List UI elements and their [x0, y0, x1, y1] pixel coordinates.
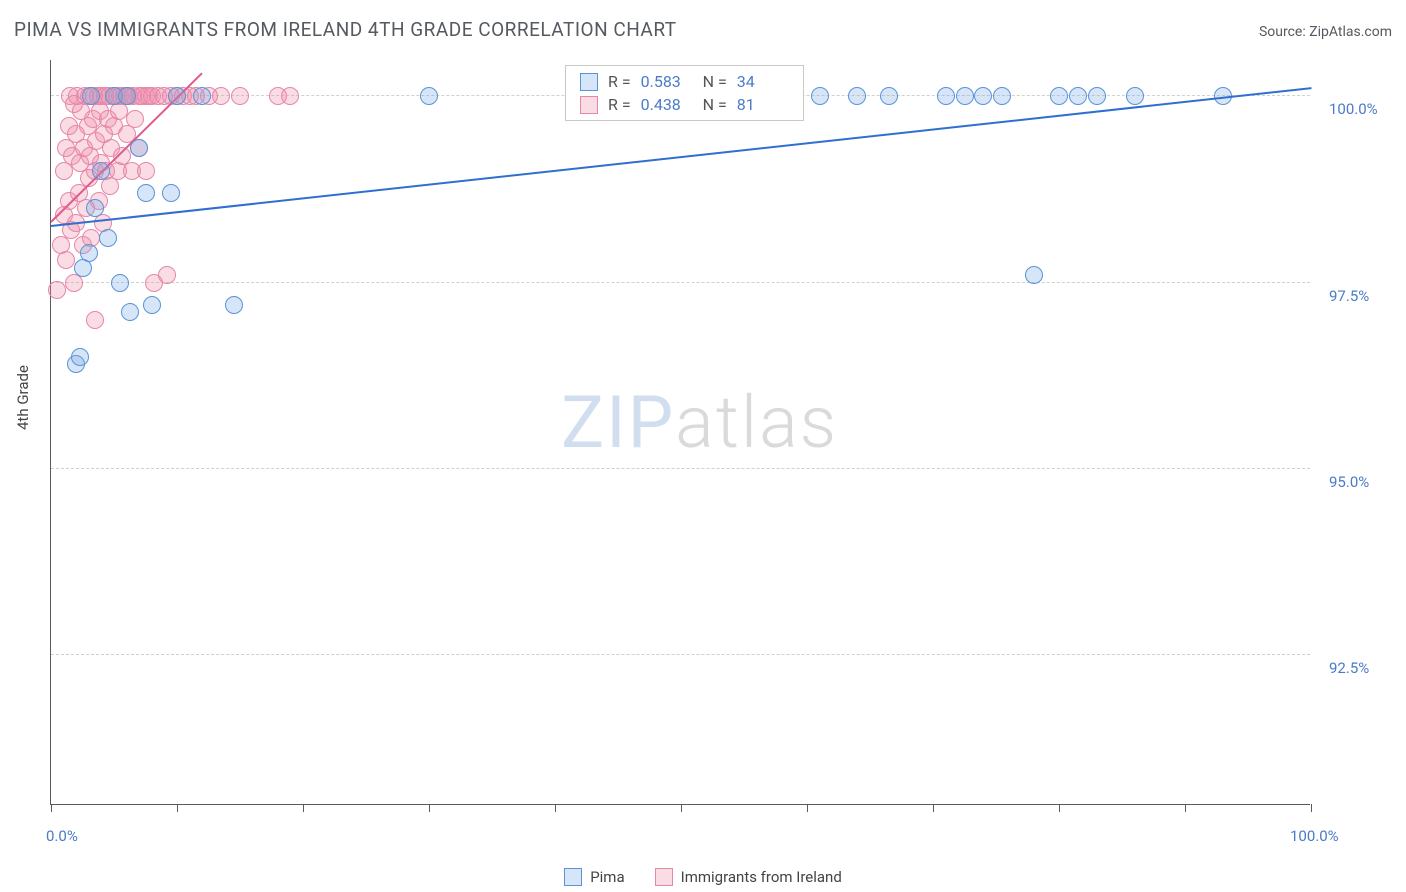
stat-n-value-ireland: 81 — [737, 95, 789, 114]
data-point-pima — [880, 87, 898, 105]
chart-container: PIMA VS IMMIGRANTS FROM IRELAND 4TH GRAD… — [0, 0, 1406, 892]
stat-n-value-pima: 34 — [737, 72, 789, 91]
watermark-atlas: atlas — [675, 380, 838, 465]
bottom-legend: Pima Immigrants from Ireland — [0, 868, 1406, 886]
x-tick — [933, 804, 934, 812]
data-point-ireland — [212, 87, 230, 105]
legend-label-pima: Pima — [590, 868, 624, 886]
data-point-ireland — [137, 162, 155, 180]
data-point-pima — [937, 87, 955, 105]
x-tick — [681, 804, 682, 812]
data-point-pima — [118, 87, 136, 105]
stat-row-ireland: R = 0.438 N = 81 — [566, 93, 803, 116]
y-tick-label: 100.0% — [1329, 100, 1378, 118]
data-point-pima — [1025, 266, 1043, 284]
data-point-pima — [848, 87, 866, 105]
x-tick — [177, 804, 178, 812]
stats-box: R = 0.583 N = 34 R = 0.438 N = 81 — [565, 65, 804, 121]
chart-title: PIMA VS IMMIGRANTS FROM IRELAND 4TH GRAD… — [14, 18, 677, 41]
data-point-ireland — [231, 87, 249, 105]
data-point-ireland — [86, 311, 104, 329]
x-tick — [1311, 804, 1312, 812]
data-point-pima — [1050, 87, 1068, 105]
data-point-pima — [993, 87, 1011, 105]
x-tick — [429, 804, 430, 812]
stat-r-value-pima: 0.583 — [641, 72, 693, 91]
data-point-pima — [1069, 87, 1087, 105]
x-tick — [1059, 804, 1060, 812]
x-tick — [303, 804, 304, 812]
y-tick-label: 97.5% — [1329, 287, 1369, 305]
data-point-ireland — [48, 281, 66, 299]
legend-label-ireland: Immigrants from Ireland — [681, 868, 842, 886]
data-point-pima — [86, 199, 104, 217]
title-bar: PIMA VS IMMIGRANTS FROM IRELAND 4TH GRAD… — [14, 18, 1392, 41]
data-point-pima — [130, 139, 148, 157]
x-min-label: 0.0% — [46, 827, 78, 845]
data-point-pima — [225, 296, 243, 314]
legend-swatch-pima — [564, 868, 582, 886]
data-point-pima — [811, 87, 829, 105]
data-point-ireland — [126, 110, 144, 128]
data-point-ireland — [281, 87, 299, 105]
stat-r-symbol: R = — [608, 72, 631, 91]
data-point-pima — [99, 229, 117, 247]
stat-row-pima: R = 0.583 N = 34 — [566, 70, 803, 93]
y-tick-label: 95.0% — [1329, 473, 1369, 491]
data-point-pima — [71, 348, 89, 366]
data-point-ireland — [57, 251, 75, 269]
legend-swatch-ireland — [655, 868, 673, 886]
data-point-pima — [168, 87, 186, 105]
stat-swatch-pima — [580, 73, 598, 91]
data-point-pima — [193, 87, 211, 105]
x-max-label: 100.0% — [1290, 827, 1339, 845]
gridline-h — [51, 282, 1310, 283]
y-axis-label: 4th Grade — [14, 365, 32, 430]
x-tick — [51, 804, 52, 812]
stat-n-symbol: N = — [703, 95, 727, 114]
legend-item-ireland: Immigrants from Ireland — [655, 868, 842, 886]
x-tick — [555, 804, 556, 812]
stat-r-value-ireland: 0.438 — [641, 95, 693, 114]
gridline-h — [51, 654, 1310, 655]
data-point-pima — [121, 303, 139, 321]
data-point-pima — [1088, 87, 1106, 105]
source-label: Source: ZipAtlas.com — [1259, 24, 1392, 40]
watermark: ZIPatlas — [561, 380, 838, 465]
y-tick-label: 92.5% — [1329, 659, 1369, 677]
gridline-h — [51, 468, 1310, 469]
data-point-pima — [162, 184, 180, 202]
data-point-pima — [137, 184, 155, 202]
data-point-pima — [92, 162, 110, 180]
data-point-pima — [956, 87, 974, 105]
data-point-pima — [420, 87, 438, 105]
stat-n-symbol: N = — [703, 72, 727, 91]
x-tick — [1185, 804, 1186, 812]
watermark-zip: ZIP — [561, 380, 675, 465]
data-point-pima — [1126, 87, 1144, 105]
data-point-pima — [82, 87, 100, 105]
data-point-pima — [974, 87, 992, 105]
stat-swatch-ireland — [580, 96, 598, 114]
legend-item-pima: Pima — [564, 868, 624, 886]
x-tick — [807, 804, 808, 812]
data-point-pima — [111, 274, 129, 292]
data-point-pima — [143, 296, 161, 314]
data-point-pima — [80, 244, 98, 262]
plot-area: ZIPatlas 100.0%97.5%95.0%92.5% — [50, 60, 1310, 805]
stat-r-symbol: R = — [608, 95, 631, 114]
data-point-ireland — [158, 266, 176, 284]
